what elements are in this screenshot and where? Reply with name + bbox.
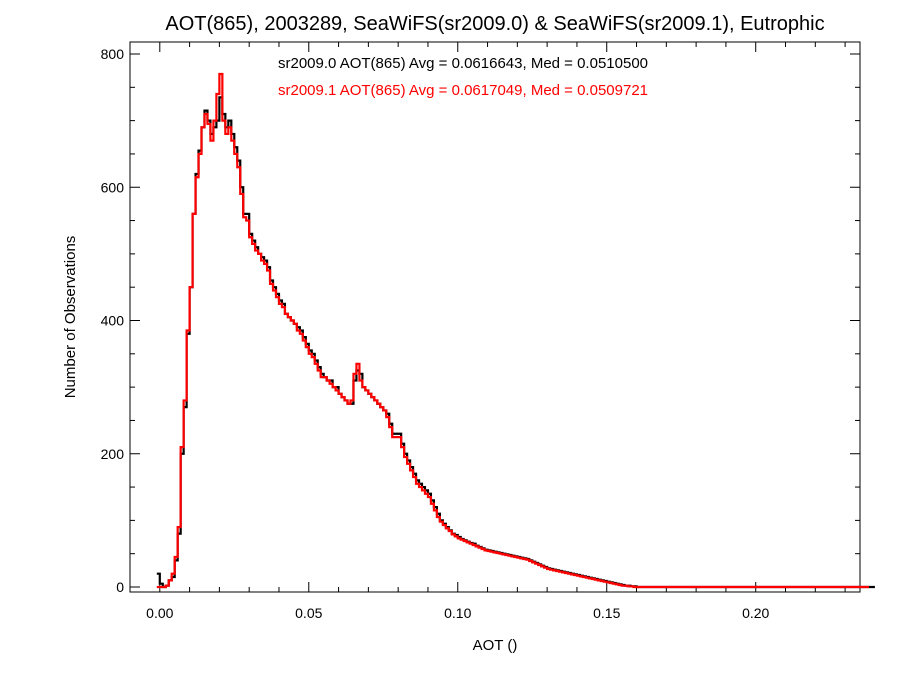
y-tick-label: 600	[101, 179, 125, 195]
y-tick-label: 200	[101, 446, 125, 462]
series-line-sr2009-0	[156, 96, 875, 589]
series-layer	[156, 72, 875, 589]
chart-title: AOT(865), 2003289, SeaWiFS(sr2009.0) & S…	[165, 13, 824, 35]
y-axis: 0 200 400 600 800	[101, 46, 860, 595]
y-tick-label: 400	[101, 313, 125, 329]
x-axis-label: AOT ()	[473, 637, 518, 654]
plot-frame	[129, 41, 861, 593]
legend-label-sr2009-0: sr2009.0 AOT(865) Avg = 0.0616643, Med =…	[278, 55, 648, 72]
y-tick-label: 800	[101, 46, 125, 62]
x-tick-label: 0.00	[146, 605, 173, 621]
y-axis-label: Number of Observations	[62, 236, 79, 399]
x-tick-label: 0.10	[444, 605, 471, 621]
x-tick-label: 0.15	[593, 605, 620, 621]
x-tick-label: 0.20	[742, 605, 769, 621]
legend-label-sr2009-1: sr2009.1 AOT(865) Avg = 0.0617049, Med =…	[278, 82, 648, 99]
x-axis: 0.00 0.05 0.10 0.15 0.20	[129, 42, 846, 621]
x-tick-label: 0.05	[295, 605, 322, 621]
y-tick-label: 0	[116, 579, 124, 595]
series-line-sr2009-1	[156, 72, 869, 589]
